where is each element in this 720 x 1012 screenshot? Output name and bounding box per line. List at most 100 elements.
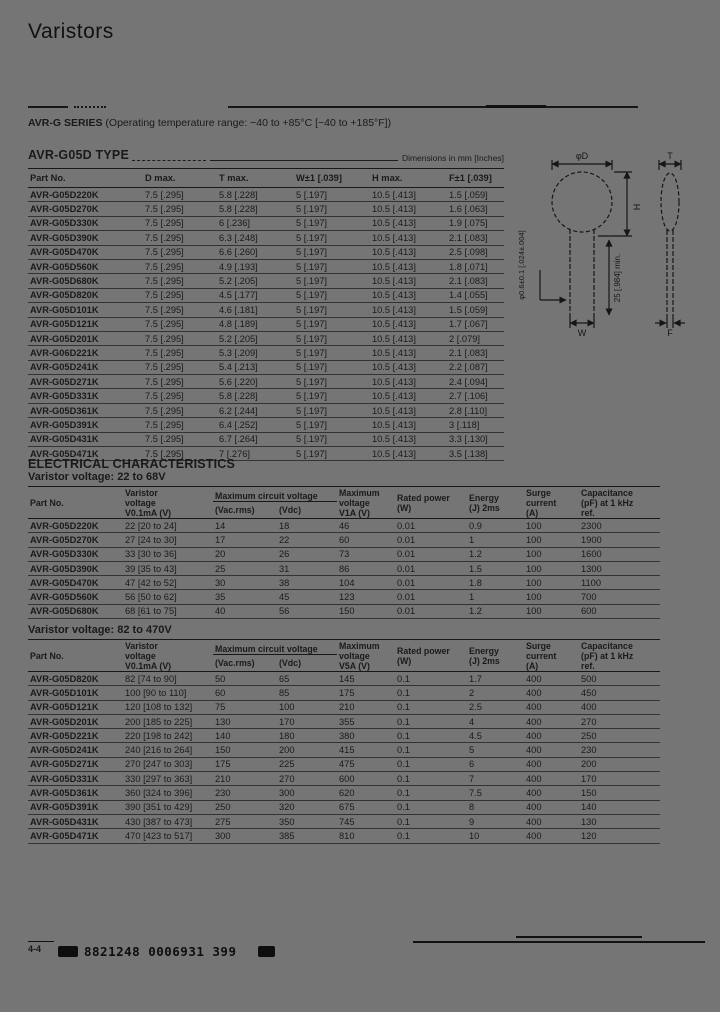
cell-capacitance: 500 <box>579 671 661 687</box>
cell-part-no: AVR-G05D331K <box>28 388 143 404</box>
cell-part-no: AVR-G05D470K <box>28 245 143 260</box>
cell-varistor-voltage: 360 [324 to 396] <box>123 785 213 801</box>
cell-d-max: 7.5 [.295] <box>143 417 217 433</box>
cell-w: 5 [.197] <box>294 201 370 217</box>
cell-h-max: 10.5 [.413] <box>370 317 447 332</box>
cell-rated-power: 0.1 <box>395 728 468 744</box>
cell-vdc: 22 <box>277 532 338 548</box>
dimension-table-row: AVR-G06D221K 7.5 [.295] 5.3 [.209] 5 [.1… <box>28 345 504 361</box>
cell-varistor-voltage: 56 [50 to 62] <box>123 589 213 605</box>
units-note: Dimensions in mm [Inches] <box>401 153 504 163</box>
cell-rated-power: 0.01 <box>395 575 468 591</box>
cell-max-voltage: 415 <box>337 742 396 758</box>
cell-capacitance: 230 <box>579 742 661 758</box>
cell-capacitance: 1900 <box>579 532 661 548</box>
cell-t-max: 6.7 [.264] <box>217 432 294 448</box>
col-header-t-max: T max. <box>217 168 294 188</box>
cell-max-voltage: 145 <box>337 671 396 687</box>
dimension-table-row: AVR-G05D820K 7.5 [.295] 4.5 [.177] 5 [.1… <box>28 288 504 304</box>
cell-vac: 250 <box>213 800 277 815</box>
cell-energy: 10 <box>467 828 525 844</box>
cell-vac: 175 <box>213 757 277 773</box>
col-header-varistor-voltage: Varistor voltage V0.1mA (V) <box>123 639 213 672</box>
cell-t-max: 5.8 [.228] <box>217 388 294 404</box>
series-heading: AVR-G SERIES <box>28 117 103 129</box>
dim-label-lead-diameter: φ0.6±0.1 [.024±.004] <box>517 230 526 299</box>
cell-vdc: 270 <box>277 771 338 787</box>
page-title: Varistors <box>28 20 114 43</box>
cell-d-max: 7.5 [.295] <box>143 245 217 260</box>
electrical-table-row: AVR-G05D270K 27 [24 to 30] 17 22 60 0.01… <box>28 532 661 548</box>
dimension-table-row: AVR-G05D331K 7.5 [.295] 5.8 [.228] 5 [.1… <box>28 388 504 404</box>
col-header-surge-current: Surge current (A) <box>524 639 580 672</box>
cell-f: 1.8 [.071] <box>447 259 504 275</box>
heading-rule-solid <box>210 160 398 161</box>
col-header-capacitance: Capacitance (pF) at 1 kHz ref. <box>579 639 661 672</box>
series-note: (Operating temperature range: −40 to +85… <box>105 117 392 129</box>
cell-d-max: 7.5 [.295] <box>143 403 217 419</box>
cell-h-max: 10.5 [.413] <box>370 345 447 361</box>
electrical-table-row: AVR-G05D431K 430 [387 to 473] 275 350 74… <box>28 814 661 830</box>
cell-w: 5 [.197] <box>294 446 370 462</box>
col-header-varistor-voltage: Varistor voltage V0.1mA (V) <box>123 486 213 519</box>
cell-h-max: 10.5 [.413] <box>370 230 447 246</box>
cell-max-voltage: 123 <box>337 589 396 605</box>
cell-t-max: 5.6 [.220] <box>217 374 294 390</box>
footer-page-rule <box>28 941 54 942</box>
col-header-rated-power: Rated power (W) <box>395 486 468 519</box>
cell-part-no: AVR-G05D560K <box>28 259 143 275</box>
dim-label-lead-length: 25 [.984] min. <box>613 254 622 302</box>
cell-vac: 60 <box>213 685 277 701</box>
cell-vac: 210 <box>213 771 277 787</box>
electrical-table-row: AVR-G05D221K 220 [198 to 242] 140 180 38… <box>28 728 661 744</box>
cell-max-voltage: 210 <box>337 700 396 715</box>
electrical-table-row: AVR-G05D201K 200 [185 to 225] 130 170 35… <box>28 714 661 730</box>
cell-vac: 25 <box>213 561 277 577</box>
cell-max-voltage: 475 <box>337 757 396 773</box>
cell-t-max: 5.8 [.228] <box>217 187 294 203</box>
cell-t-max: 5.3 [.209] <box>217 345 294 361</box>
dim-label-height: H <box>632 204 642 211</box>
cell-capacitance: 700 <box>579 589 661 605</box>
cell-part-no: AVR-G05D820K <box>28 288 143 304</box>
cell-surge-current: 400 <box>524 742 580 758</box>
cell-energy: 0.9 <box>467 518 525 534</box>
cell-d-max: 7.5 [.295] <box>143 259 217 275</box>
cell-t-max: 5.4 [.213] <box>217 360 294 376</box>
cell-h-max: 10.5 [.413] <box>370 374 447 390</box>
cell-t-max: 5.2 [.205] <box>217 331 294 347</box>
cell-f: 1.4 [.055] <box>447 288 504 304</box>
cell-h-max: 10.5 [.413] <box>370 331 447 347</box>
col-header-d-max: D max. <box>143 168 217 188</box>
cell-d-max: 7.5 [.295] <box>143 216 217 232</box>
cell-d-max: 7.5 [.295] <box>143 345 217 361</box>
cell-t-max: 6.3 [.248] <box>217 230 294 246</box>
cell-f: 2.4 [.094] <box>447 374 504 390</box>
cell-capacitance: 400 <box>579 700 661 715</box>
cell-surge-current: 400 <box>524 714 580 730</box>
cell-max-voltage: 810 <box>337 828 396 844</box>
cell-t-max: 5.8 [.228] <box>217 201 294 217</box>
cell-surge-current: 400 <box>524 671 580 687</box>
cell-surge-current: 400 <box>524 771 580 787</box>
cell-f: 2.5 [.098] <box>447 245 504 260</box>
col-header-surge-current: Surge current (A) <box>524 486 580 519</box>
cell-d-max: 7.5 [.295] <box>143 446 217 462</box>
dim-label-diameter: φD <box>576 151 589 161</box>
cell-energy: 1 <box>467 589 525 605</box>
cell-rated-power: 0.1 <box>395 771 468 787</box>
cell-max-voltage: 73 <box>337 547 396 562</box>
cell-capacitance: 2300 <box>579 518 661 534</box>
cell-varistor-voltage: 120 [108 to 132] <box>123 700 213 715</box>
cell-varistor-voltage: 390 [351 to 429] <box>123 800 213 815</box>
cell-rated-power: 0.1 <box>395 742 468 758</box>
cell-max-voltage: 150 <box>337 604 396 620</box>
cell-f: 3 [.118] <box>447 417 504 433</box>
cell-t-max: 6.4 [.252] <box>217 417 294 433</box>
cell-vdc: 225 <box>277 757 338 773</box>
cell-vac: 14 <box>213 518 277 534</box>
electrical-subheading-2: Varistor voltage: 82 to 470V <box>28 624 172 636</box>
cell-energy: 4 <box>467 714 525 730</box>
cell-varistor-voltage: 330 [297 to 363] <box>123 771 213 787</box>
